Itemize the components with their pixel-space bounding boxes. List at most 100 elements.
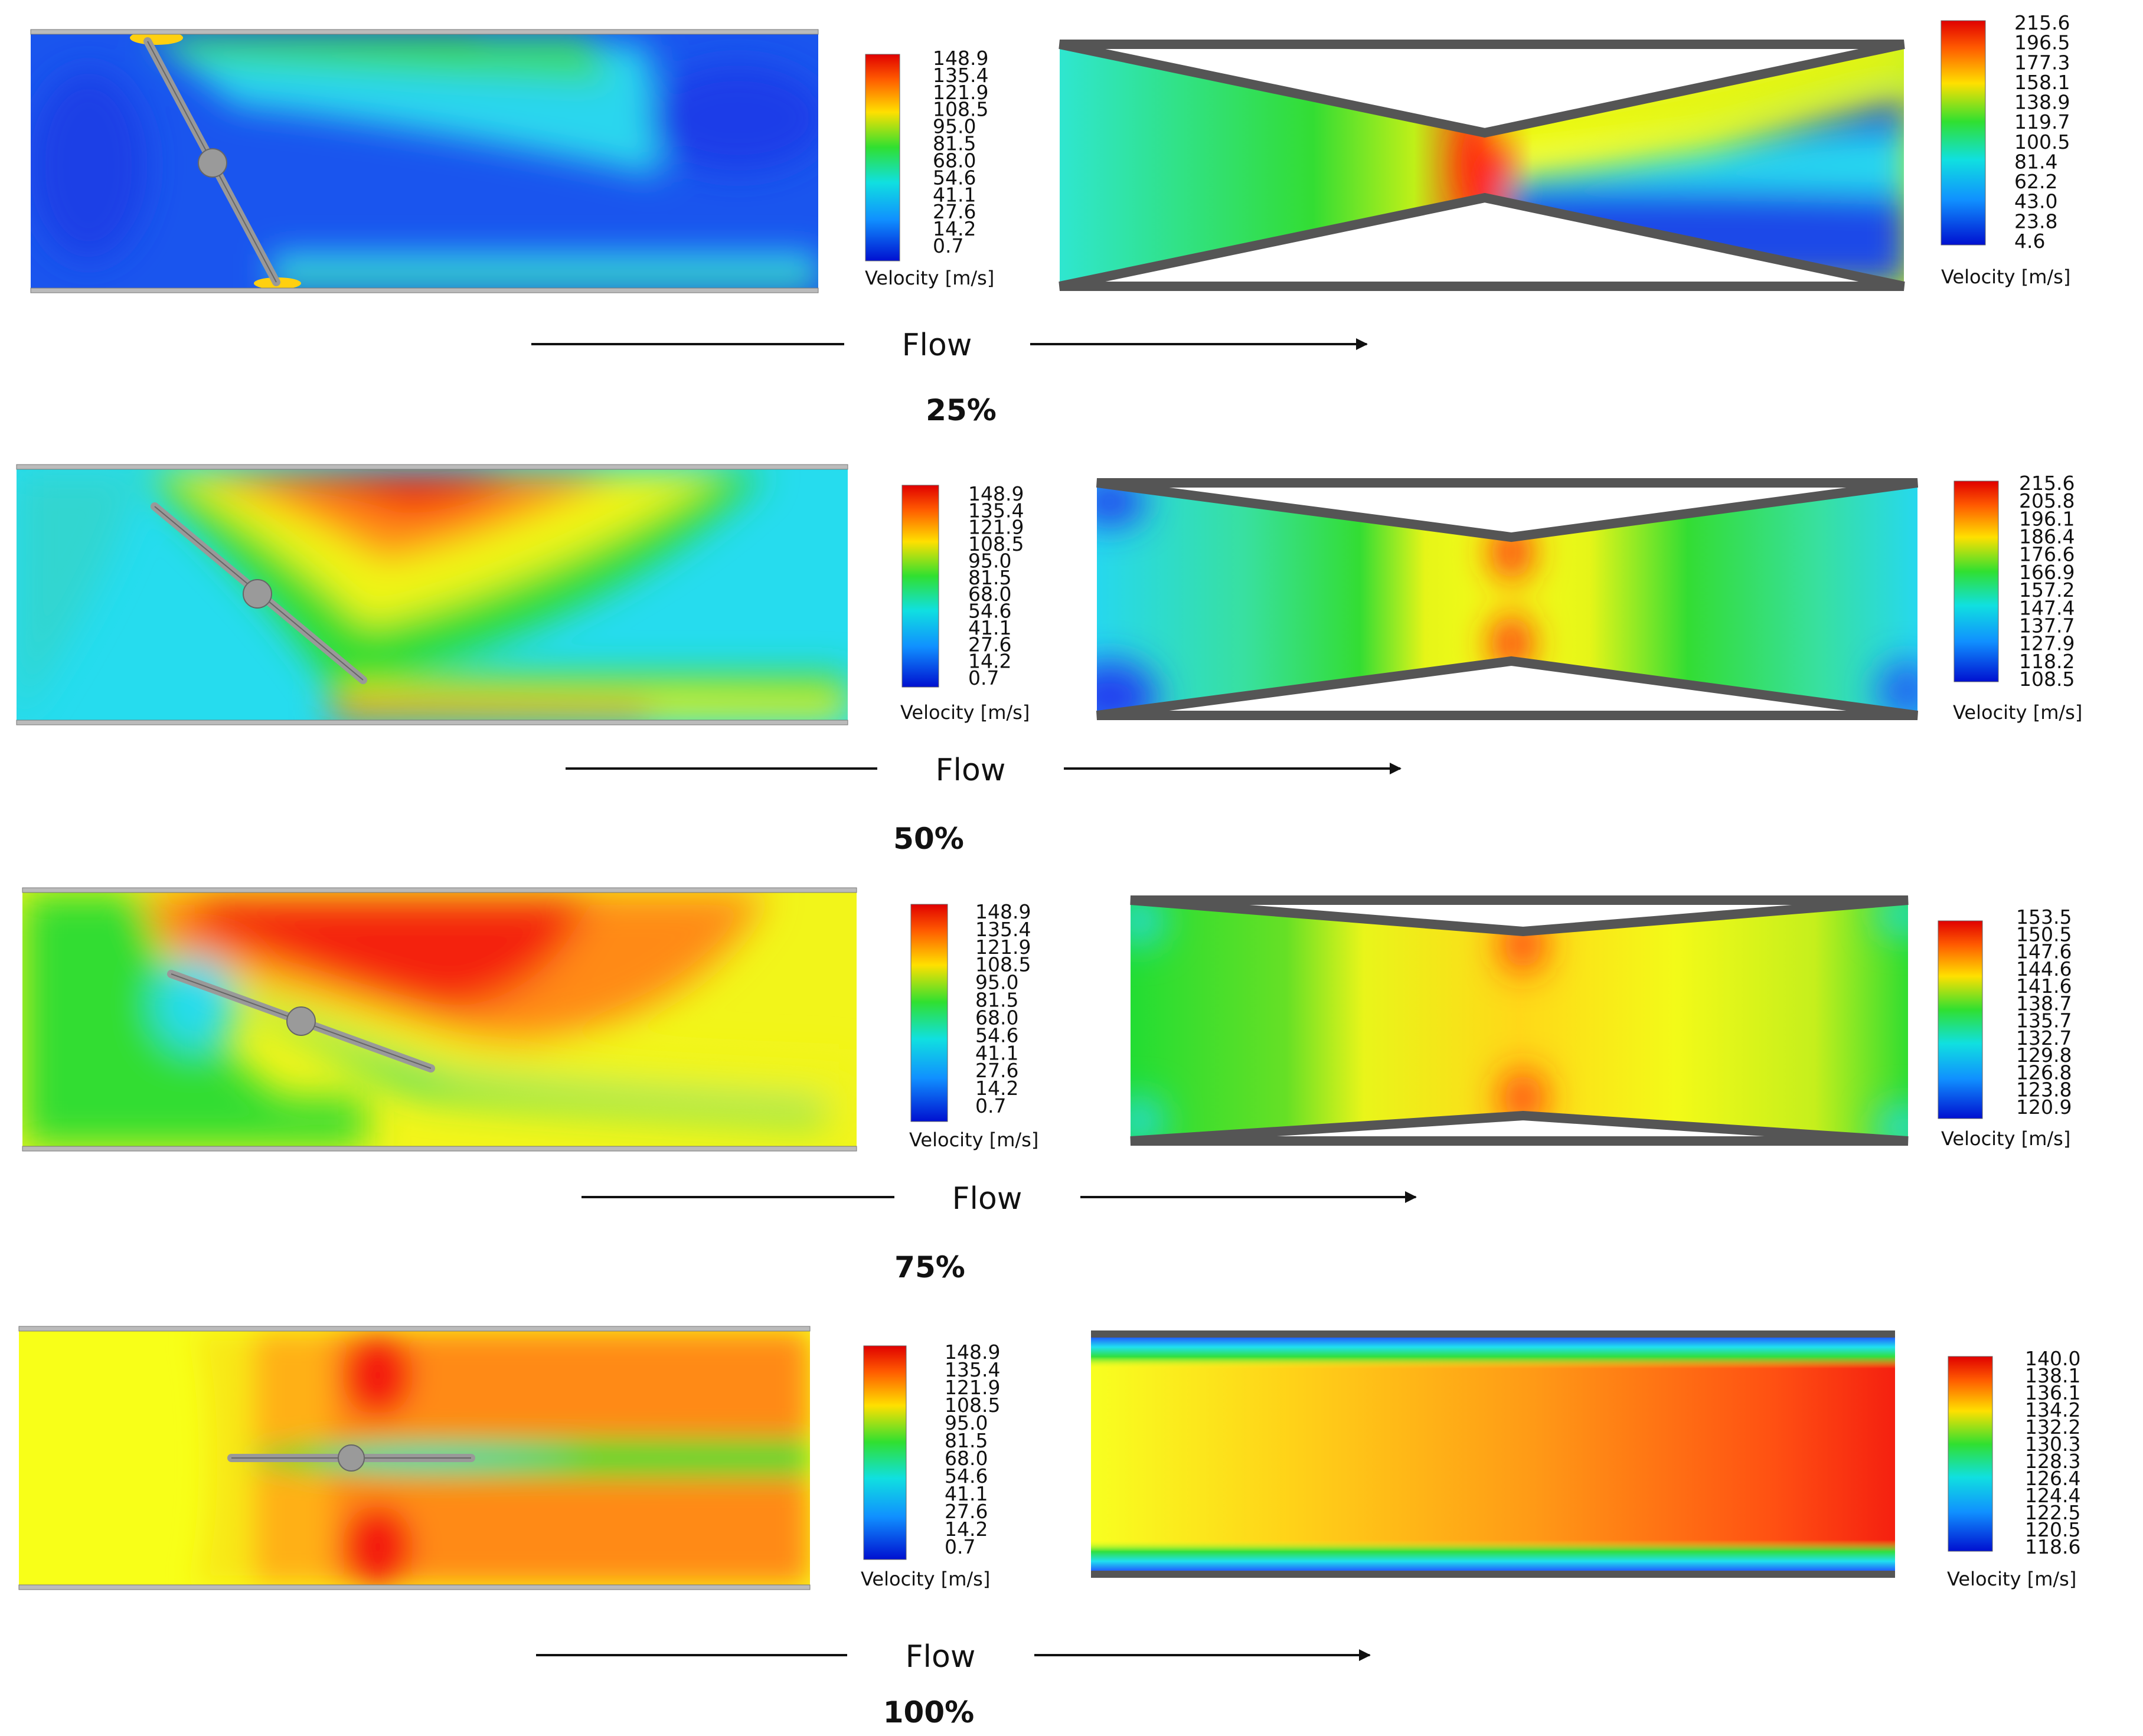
flow-label-100: Flow [906,1639,976,1675]
throat-scale-25 [1941,20,1986,246]
throat-scale-tick-100: 126.4 [2025,1467,2080,1490]
valve-scale-tick-25: 148.9 [933,47,988,70]
valve-scale-tick-100: 95.0 [945,1411,988,1434]
throat-contour-75 [1130,895,1909,1146]
valve-scale-tick-25: 95.0 [933,115,976,138]
velocity-title-throat-50: Velocity [m/s] [1953,701,2082,724]
throat-scale-50 [1953,480,1999,682]
valve-scale-tick-100: 41.1 [945,1482,988,1505]
valve-scale-tick-100: 54.6 [945,1464,988,1487]
throat-scale-tick-50: 205.8 [2019,489,2075,512]
velocity-title-throat-75: Velocity [m/s] [1941,1127,2070,1150]
valve-scale-tick-75: 27.6 [975,1059,1018,1082]
opening-label-25: 25% [926,393,997,427]
throat-scale-tick-50: 166.9 [2019,561,2075,584]
valve-scale-100 [863,1345,907,1560]
throat-scale-tick-75: 141.6 [2016,975,2072,998]
valve-scale-tick-100: 108.5 [945,1394,1000,1417]
velocity-title-valve-100: Velocity [m/s] [861,1568,990,1590]
throat-scale-tick-50: 176.6 [2019,543,2075,566]
velocity-title-valve-75: Velocity [m/s] [909,1129,1038,1151]
throat-scale-tick-50: 137.7 [2019,614,2075,637]
throat-scale-tick-100: 140.0 [2025,1347,2080,1370]
valve-scale-tick-75: 121.9 [975,936,1031,959]
throat-scale-tick-100: 136.1 [2025,1381,2080,1404]
throat-scale-tick-100: 118.6 [2025,1535,2080,1558]
throat-scale-tick-25: 4.6 [2014,230,2045,253]
valve-scale-tick-25: 41.1 [933,183,976,206]
valve-scale-50 [901,485,939,688]
valve-hub-25 [198,148,227,178]
valve-scale-tick-100: 81.5 [945,1429,988,1452]
valve-scale-75 [910,904,948,1122]
valve-contour-25 [30,29,819,293]
valve-contour-75 [22,887,857,1152]
valve-scale-tick-50: 68.0 [968,583,1011,606]
valve-scale-25 [865,54,900,261]
throat-scale-tick-25: 23.8 [2014,210,2057,233]
throat-scale-tick-25: 215.6 [2014,11,2070,34]
throat-scale-tick-25: 158.1 [2014,71,2070,94]
throat-scale-tick-75: 153.5 [2016,905,2072,929]
valve-scale-tick-50: 148.9 [968,482,1024,505]
throat-scale-tick-75: 132.7 [2016,1026,2072,1050]
throat-scale-tick-25: 196.5 [2014,31,2070,54]
valve-scale-tick-100: 135.4 [945,1358,1000,1381]
valve-scale-tick-100: 14.2 [945,1518,988,1541]
throat-scale-tick-50: 127.9 [2019,632,2075,655]
throat-scale-tick-75: 147.6 [2016,940,2072,963]
valve-scale-tick-25: 14.2 [933,217,976,240]
throat-scale-tick-100: 132.2 [2025,1415,2080,1439]
valve-scale-tick-25: 54.6 [933,166,976,189]
velocity-title-throat-25: Velocity [m/s] [1941,266,2070,288]
valve-contour-100 [18,1326,811,1590]
throat-scale-tick-25: 81.4 [2014,151,2057,174]
throat-scale-tick-25: 119.7 [2014,110,2070,133]
valve-scale-tick-50: 95.0 [968,550,1011,573]
flow-label-25: Flow [902,328,972,363]
throat-scale-tick-25: 100.5 [2014,130,2070,153]
velocity-title-throat-100: Velocity [m/s] [1947,1568,2076,1590]
throat-contour-100 [1091,1330,1895,1578]
valve-scale-tick-50: 27.6 [968,633,1011,656]
valve-scale-tick-50: 108.5 [968,532,1024,555]
valve-scale-tick-25: 108.5 [933,98,988,121]
throat-scale-tick-75: 129.8 [2016,1044,2072,1067]
valve-scale-tick-75: 148.9 [975,900,1031,923]
velocity-title-valve-50: Velocity [m/s] [900,701,1030,724]
valve-scale-tick-100: 0.7 [945,1535,975,1558]
valve-scale-tick-50: 14.2 [968,650,1011,673]
valve-scale-tick-25: 121.9 [933,81,988,104]
throat-scale-tick-50: 157.2 [2019,578,2075,601]
throat-contour-50 [1096,478,1919,720]
opening-label-75: 75% [894,1250,965,1284]
throat-scale-tick-100: 130.3 [2025,1433,2080,1456]
valve-scale-tick-50: 121.9 [968,516,1024,539]
throat-scale-tick-50: 196.1 [2019,507,2075,530]
valve-scale-tick-75: 95.0 [975,971,1018,994]
throat-scale-tick-25: 138.9 [2014,91,2070,114]
valve-scale-tick-50: 0.7 [968,666,999,689]
valve-scale-tick-50: 41.1 [968,616,1011,639]
flow-label-75: Flow [952,1181,1023,1217]
throat-scale-tick-75: 150.5 [2016,923,2072,946]
throat-scale-tick-75: 120.9 [2016,1096,2072,1119]
valve-hub-50 [243,579,272,609]
valve-scale-tick-75: 54.6 [975,1024,1018,1047]
valve-scale-tick-50: 81.5 [968,566,1011,589]
valve-scale-tick-50: 54.6 [968,600,1011,623]
valve-scale-tick-75: 68.0 [975,1006,1018,1029]
valve-scale-tick-75: 108.5 [975,953,1031,976]
throat-scale-tick-100: 124.4 [2025,1484,2080,1507]
valve-scale-tick-50: 135.4 [968,499,1024,522]
throat-scale-tick-50: 108.5 [2019,668,2075,691]
valve-scale-tick-100: 27.6 [945,1500,988,1523]
throat-scale-tick-50: 118.2 [2019,650,2075,673]
throat-scale-tick-50: 186.4 [2019,525,2075,548]
valve-scale-tick-25: 81.5 [933,132,976,155]
valve-scale-tick-25: 27.6 [933,200,976,223]
valve-scale-tick-75: 81.5 [975,989,1018,1012]
throat-scale-tick-75: 135.7 [2016,1009,2072,1032]
opening-label-50: 50% [893,822,964,856]
